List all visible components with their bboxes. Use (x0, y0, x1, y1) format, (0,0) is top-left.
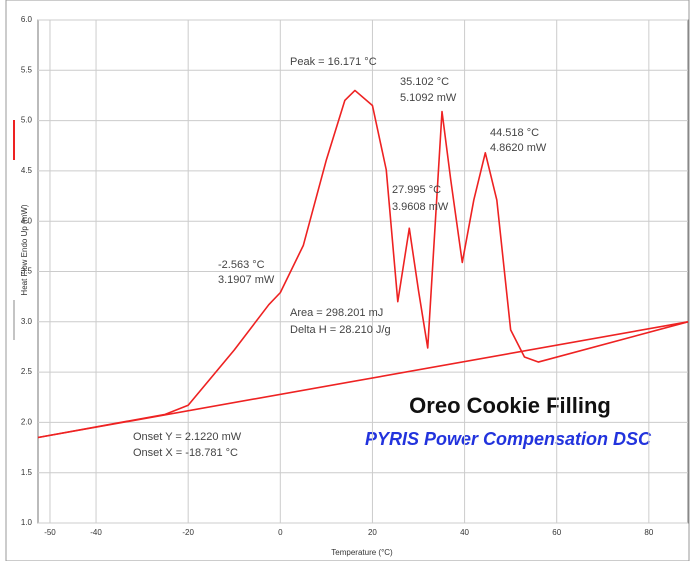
x-tick-label: 40 (460, 528, 469, 537)
y-tick-label: 4.0 (21, 216, 33, 225)
y-tick-label: 1.5 (21, 468, 33, 477)
y-axis-label: Heat Flow Endo Up (mW) (20, 204, 29, 295)
annotation: Area = 298.201 mJ (290, 307, 383, 319)
annotation: 5.1092 mW (400, 92, 457, 104)
y-tick-label: 5.5 (21, 65, 33, 74)
y-tick-label: 3.5 (21, 267, 33, 276)
annotation: 27.995 °C (392, 184, 441, 196)
x-tick-label: -20 (182, 528, 194, 537)
annotation: 3.1907 mW (218, 274, 275, 286)
x-tick-label: 60 (552, 528, 561, 537)
x-axis-label: Temperature (°C) (331, 548, 393, 557)
x-tick-label: -50 (44, 528, 56, 537)
annotation: Peak = 16.171 °C (290, 56, 377, 68)
y-tick-label: 2.5 (21, 367, 33, 376)
frame (5, 0, 690, 561)
x-tick-label: -40 (90, 528, 102, 537)
x-tick-label: 20 (368, 528, 377, 537)
annotation: 4.8620 mW (490, 142, 547, 154)
annotation: 35.102 °C (400, 76, 449, 88)
annotation: 3.9608 mW (392, 201, 449, 213)
y-tick-label: 5.0 (21, 116, 33, 125)
data-line (37, 321, 689, 439)
annotation: Onset X = -18.781 °C (133, 447, 238, 459)
annotation: 44.518 °C (490, 127, 539, 139)
annotation: Delta H = 28.210 J/g (290, 324, 391, 336)
chart-title: Oreo Cookie Filling (409, 393, 611, 418)
y-tick-label: 3.0 (21, 317, 33, 326)
y-tick-label: 2.0 (21, 418, 33, 427)
y-tick-label: 4.5 (21, 166, 33, 175)
x-tick-label: 80 (644, 528, 653, 537)
annotation: -2.563 °C (218, 259, 265, 271)
annotation: Onset Y = 2.1220 mW (133, 431, 242, 443)
x-tick-label: 0 (278, 528, 283, 537)
y-tick-label: 6.0 (21, 15, 33, 24)
chart-subtitle: PYRIS Power Compensation DSC (365, 429, 652, 449)
y-tick-label: 1.0 (21, 518, 33, 527)
data-line (37, 89, 689, 439)
